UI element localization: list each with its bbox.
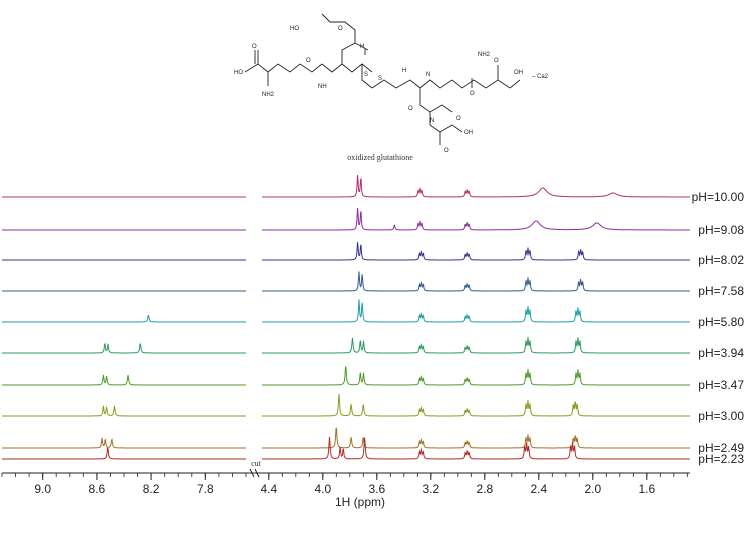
x-axis-title: 1H (ppm) [335,495,385,509]
mol-label-n-gly-right: N [430,118,434,124]
spectrum-4 [2,271,690,292]
spectra-stack [2,175,690,460]
tick-label: 8.2 [143,482,160,496]
spectrum-trace [2,314,246,323]
spectrum-trace [262,337,690,354]
tick-label: 3.6 [368,482,385,496]
mol-label-nh2-right: NH2 [478,52,491,58]
ph-label: pH=10.00 [692,190,745,204]
mol-label-o-amide-left: O [306,58,311,64]
tick-label: 2.8 [476,482,493,496]
mol-label-h-gly-left: H [360,44,364,50]
mol-label-s-2: S [378,76,382,82]
mol-label-o-acid-left: O [252,44,257,50]
spectrum-5 [2,299,690,323]
axis-break-mark [249,468,260,478]
spectrum-trace [262,393,690,417]
ph-label: pH=3.47 [698,378,744,392]
mol-label-o-gly-right: O [444,148,449,154]
mol-label-h-right: H [402,68,406,74]
tick-label: 1.6 [638,482,655,496]
ph-label: pH=7.58 [698,284,744,298]
spectrum-trace [262,175,690,198]
spectrum-trace [2,342,246,354]
spectrum-8 [2,393,690,417]
mol-label-o-amide-right: O [408,106,413,112]
glutathione-structure: HO O O NH O HO H S S N O OH NH2 H O O NH… [234,13,549,154]
spectrum-trace [262,299,690,323]
spectrum-7 [2,366,690,386]
ph-label: pH=3.94 [698,346,744,360]
tick-label: 8.6 [89,482,106,496]
tick-label: 2.0 [584,482,601,496]
spectrum-trace [2,447,246,460]
mol-label-o-right: O [470,91,475,97]
spectrum-trace [262,427,690,449]
mol-label-nh2-left: NH2 [262,92,275,98]
spectrum-6 [2,337,690,354]
mol-label-o-acid-right: O [494,58,499,64]
tick-label: 7.8 [197,482,214,496]
ph-label: pH=5.80 [698,315,744,329]
mol-counterion: – Ca2 [532,74,549,80]
spectrum-trace [2,437,246,449]
mol-label-o-gly-right-2: O [456,116,461,122]
tick-label: 4.0 [314,482,331,496]
x-axis: 9.0 8.6 8.2 7.8 4.4 4.0 3.6 3.2 2.8 2.4 2.0 1.6 cut… [1,459,690,509]
spectrum-trace [262,242,690,261]
spectrum-trace [2,405,246,417]
mol-label-o-gly-left: O [338,26,343,32]
spectrum-3 [2,242,690,261]
spectrum-trace [262,366,690,386]
spectrum-9 [2,427,690,449]
molecule-bonds-right [371,65,521,145]
mol-label-nh-left: NH [318,84,327,90]
tick-label: 2.4 [530,482,547,496]
ph-label: pH=2.23 [698,452,744,466]
mol-label-ho-left: HO [234,70,243,76]
ph-label: pH=9.08 [698,223,744,237]
ph-label: pH=3.00 [698,409,744,423]
molecule-bonds-left [244,13,373,89]
ph-labels: pH=10.00 pH=9.08 pH=8.02 pH=7.58 pH=5.80 pH=3… [692,190,745,466]
mol-label-oh-gly-right: OH [464,130,473,136]
spectrum-1 [2,175,690,198]
ph-label: pH=8.02 [698,253,744,267]
mol-label-s-1: S [364,72,368,78]
x-axis-ticks: 9.0 8.6 8.2 7.8 4.4 4.0 3.6 3.2 2.8 2.4 2.0 1.6 [1,473,688,496]
spectrum-2 [2,208,690,231]
tick-label: 9.0 [34,482,51,496]
spectrum-trace [262,436,690,460]
tick-label: 4.4 [260,482,277,496]
tick-label: 3.2 [422,482,439,496]
ph-label: pH=2.49 [698,441,744,455]
axis-break-label: cut [251,459,262,468]
mol-label-n-right: N [426,72,430,78]
mol-label-oh-right: OH [514,70,523,76]
chart-title: oxidized glutathione [347,153,413,162]
spectrum-10 [2,436,690,460]
spectrum-trace [262,271,690,292]
spectrum-trace [2,374,246,386]
mol-label-ho-gly-left: HO [290,26,299,32]
spectrum-trace [262,208,690,231]
